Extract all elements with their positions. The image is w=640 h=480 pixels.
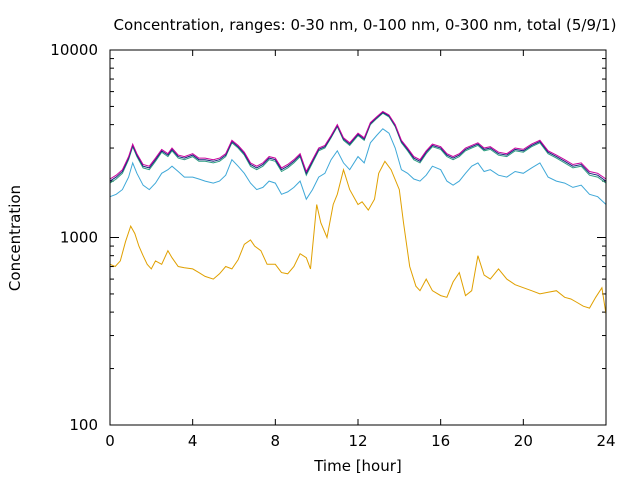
- x-axis-label: Time [hour]: [313, 457, 402, 475]
- series-line-2: [109, 112, 607, 184]
- x-tick-label: 12: [348, 432, 367, 450]
- plot-frame: [109, 49, 607, 426]
- axis-ticks: 0 4 8 12 16 20 24 100 1000 10000: [50, 41, 615, 450]
- x-tick-label: 16: [431, 432, 450, 450]
- series-line-0: [109, 160, 607, 315]
- y-tick-label: 1000: [60, 229, 98, 247]
- chart-title: Concentration, ranges: 0-30 nm, 0-100 nm…: [114, 16, 617, 34]
- y-axis-label: Concentration: [6, 185, 24, 291]
- series-line-4: [109, 110, 607, 180]
- y-tick-label: 100: [69, 416, 98, 434]
- series-lines: [109, 110, 607, 315]
- x-tick-label: 20: [514, 432, 533, 450]
- x-tick-label: 24: [596, 432, 615, 450]
- series-line-1: [109, 128, 607, 205]
- x-tick-label: 4: [188, 432, 198, 450]
- y-tick-label: 10000: [50, 41, 98, 59]
- x-tick-label: 0: [105, 432, 115, 450]
- x-tick-label: 8: [271, 432, 281, 450]
